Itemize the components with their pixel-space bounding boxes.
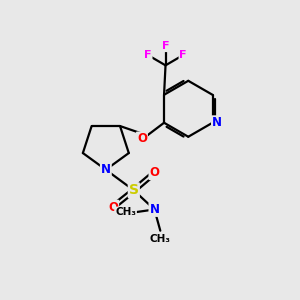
Text: N: N [149, 203, 159, 216]
Text: F: F [162, 41, 169, 51]
Text: N: N [101, 163, 111, 176]
Text: CH₃: CH₃ [150, 234, 171, 244]
Text: F: F [179, 50, 187, 60]
Text: O: O [149, 166, 159, 179]
Text: O: O [108, 201, 118, 214]
Text: S: S [129, 183, 139, 197]
Text: F: F [144, 50, 152, 60]
Text: CH₃: CH₃ [115, 207, 136, 218]
Text: O: O [137, 133, 147, 146]
Text: N: N [212, 116, 222, 129]
